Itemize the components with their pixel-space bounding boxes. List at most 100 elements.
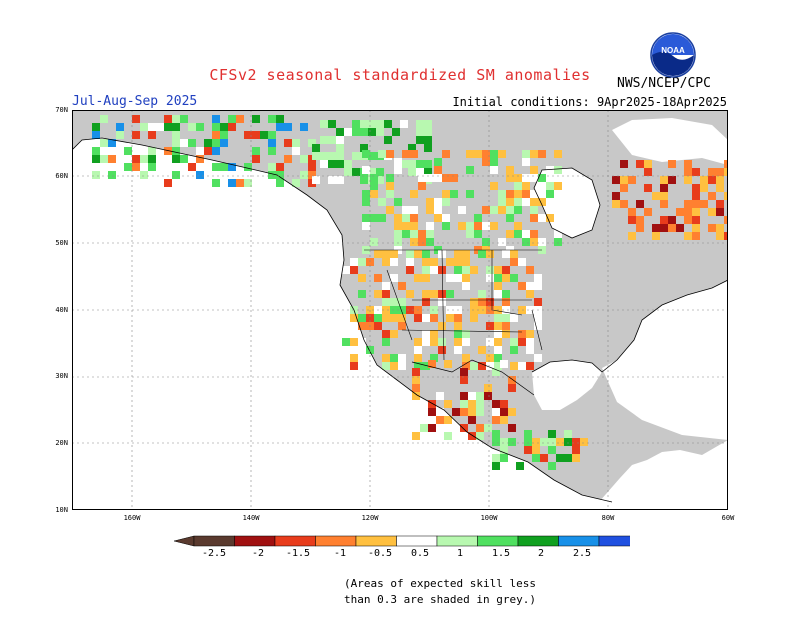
- lon-label-160w: 160W: [123, 514, 141, 522]
- anomaly-cell: [546, 174, 554, 182]
- soil-moisture-map: [72, 110, 728, 510]
- anomaly-cell: [530, 198, 538, 206]
- anomaly-cell: [478, 290, 486, 298]
- map-frame: [72, 110, 728, 510]
- anomaly-cell: [394, 230, 402, 238]
- anomaly-cell: [514, 198, 522, 206]
- anomaly-cell: [164, 115, 172, 123]
- anomaly-cell: [628, 208, 636, 216]
- anomaly-cell: [164, 123, 172, 131]
- anomaly-cell: [350, 258, 358, 266]
- anomaly-cell: [490, 182, 498, 190]
- anomaly-cell: [446, 274, 454, 282]
- anomaly-cell: [308, 163, 316, 171]
- anomaly-cell: [370, 182, 378, 190]
- anomaly-cell: [268, 147, 276, 155]
- anomaly-cell: [362, 214, 370, 222]
- anomaly-cell: [412, 432, 420, 440]
- anomaly-cell: [276, 115, 284, 123]
- anomaly-cell: [462, 330, 470, 338]
- anomaly-cell: [350, 338, 358, 346]
- anomaly-cell: [422, 274, 430, 282]
- anomaly-cell: [482, 238, 490, 246]
- anomaly-cell: [300, 123, 308, 131]
- anomaly-cell: [700, 184, 708, 192]
- anomaly-cell: [172, 139, 180, 147]
- anomaly-cell: [430, 314, 438, 322]
- anomaly-cell: [412, 392, 420, 400]
- anomaly-cell: [428, 424, 436, 432]
- anomaly-cell: [414, 314, 422, 322]
- anomaly-cell: [220, 131, 228, 139]
- anomaly-cell: [132, 115, 140, 123]
- footnote-line-1: (Areas of expected skill less: [343, 577, 537, 590]
- anomaly-cell: [172, 171, 180, 179]
- anomaly-cell: [486, 266, 494, 274]
- anomaly-cell: [434, 198, 442, 206]
- colorbar-label-2: -2: [251, 548, 265, 559]
- anomaly-cell: [430, 338, 438, 346]
- anomaly-cell: [252, 155, 260, 163]
- anomaly-cell: [534, 274, 542, 282]
- colorbar-label-8: 1.5: [491, 548, 511, 559]
- anomaly-cell: [92, 147, 100, 155]
- anomaly-cell: [374, 250, 382, 258]
- anomaly-cell: [416, 136, 424, 144]
- anomaly-cell: [382, 314, 390, 322]
- anomaly-cell: [458, 222, 466, 230]
- anomaly-cell: [328, 136, 336, 144]
- anomaly-cell: [220, 163, 228, 171]
- anomaly-cell: [156, 123, 164, 131]
- anomaly-cell: [436, 392, 444, 400]
- anomaly-cell: [494, 314, 502, 322]
- anomaly-cell: [342, 338, 350, 346]
- anomaly-cell: [196, 123, 204, 131]
- anomaly-cell: [522, 230, 530, 238]
- anomaly-cell: [438, 322, 446, 330]
- anomaly-cell: [486, 298, 494, 306]
- anomaly-cell: [360, 120, 368, 128]
- anomaly-cell: [518, 282, 526, 290]
- anomaly-cell: [644, 168, 652, 176]
- anomaly-cell: [382, 306, 390, 314]
- season-label: Jul-Aug-Sep 2025: [72, 94, 198, 109]
- anomaly-cell: [408, 160, 416, 168]
- anomaly-cell: [460, 368, 468, 376]
- anomaly-cell: [486, 354, 494, 362]
- anomaly-cell: [548, 430, 556, 438]
- anomaly-cell: [620, 176, 628, 184]
- anomaly-cell: [530, 214, 538, 222]
- anomaly-cell: [368, 120, 376, 128]
- anomaly-cell: [336, 136, 344, 144]
- anomaly-cell: [352, 168, 360, 176]
- anomaly-cell: [486, 338, 494, 346]
- anomaly-cell: [526, 282, 534, 290]
- anomaly-cell: [444, 432, 452, 440]
- anomaly-cell: [502, 290, 510, 298]
- anomaly-cell: [108, 171, 116, 179]
- anomaly-cell: [172, 179, 180, 187]
- anomaly-cell: [478, 250, 486, 258]
- anomaly-cell: [180, 139, 188, 147]
- anomaly-cell: [492, 430, 500, 438]
- anomaly-cell: [164, 179, 172, 187]
- anomaly-cell: [412, 384, 420, 392]
- colorbar-segment: [234, 535, 276, 547]
- anomaly-cell: [494, 266, 502, 274]
- lon-label-80w: 80W: [601, 514, 615, 522]
- anomaly-cell: [370, 174, 378, 182]
- anomaly-cell: [164, 147, 172, 155]
- anomaly-cell: [424, 128, 432, 136]
- anomaly-cell: [366, 314, 374, 322]
- anomaly-cell: [620, 184, 628, 192]
- anomaly-cell: [494, 354, 502, 362]
- anomaly-cell: [716, 168, 724, 176]
- lon-label-140w: 140W: [242, 514, 260, 522]
- anomaly-cell: [514, 230, 522, 238]
- anomaly-cell: [442, 150, 450, 158]
- anomaly-cell: [530, 166, 538, 174]
- anomaly-cell: [402, 230, 410, 238]
- anomaly-cell: [336, 152, 344, 160]
- anomaly-cell: [374, 290, 382, 298]
- anomaly-cell: [358, 258, 366, 266]
